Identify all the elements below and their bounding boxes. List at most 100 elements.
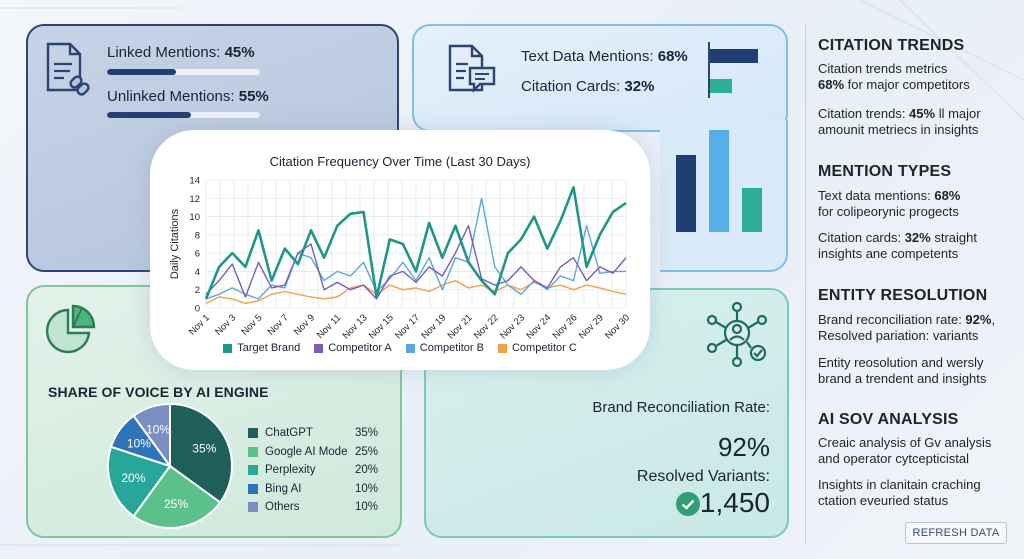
legend-swatch	[314, 343, 324, 353]
legend-label: Others	[265, 501, 300, 514]
x-tick-label: Nov 30	[603, 312, 632, 340]
pie-slice-label: 10%	[146, 422, 170, 436]
legend-item-competitor-b: Competitor B	[405, 342, 484, 354]
chat-document-icon	[448, 44, 496, 93]
y-tick-label: 6	[195, 249, 200, 260]
y-tick-label: 12	[189, 194, 200, 205]
share-of-voice-legend: ChatGPT 35% Google AI Mode 25% Perplexity 20%…	[248, 424, 378, 517]
entity-network-icon	[706, 301, 768, 368]
legend-label: Perplexity	[265, 464, 316, 477]
pie-slice-label: 10%	[127, 436, 151, 450]
legend-value: 10%	[354, 501, 378, 514]
chart-title: Citation Frequency Over Time (Last 30 Da…	[269, 154, 531, 169]
y-tick-label: 4	[195, 267, 200, 278]
citation-trends-text-2: Citation trends: 45% ll major amounit me…	[818, 106, 981, 137]
resolved-variants-label: Resolved Variants:	[636, 468, 770, 485]
legend-swatch	[248, 483, 258, 494]
x-tick-label: Nov 19	[419, 312, 448, 340]
legend-label: ChatGPT	[265, 427, 313, 440]
pie-slice-perplexity	[106, 445, 172, 518]
x-tick-label: Nov 23	[498, 312, 527, 340]
pie-slice-label: 35%	[192, 442, 216, 456]
pie-legend-item-google-ai-mode: Google AI Mode 25%	[248, 443, 378, 462]
mention-types-text-2: Citation cards: 32% straight insights an…	[818, 230, 977, 261]
pie-slice-chatgpt	[169, 402, 233, 504]
citation-frequency-chart-panel: Citation Frequency Over Time (Last 30 Da…	[150, 130, 650, 370]
pie-slice-google-ai-mode	[132, 464, 222, 529]
x-tick-label: Nov 11	[315, 312, 344, 340]
linked-document-icon	[46, 42, 90, 96]
legend-swatch	[248, 428, 258, 439]
pie-legend-item-others: Others 10%	[248, 498, 378, 517]
legend-item-competitor-c: Competitor C	[497, 342, 577, 354]
legend-label: Competitor B	[419, 342, 484, 354]
y-tick-label: 0	[195, 304, 200, 315]
legend-swatch	[405, 343, 415, 353]
unlinked-mentions-value: 55%	[238, 88, 269, 105]
x-tick-label: Nov 13	[341, 312, 370, 340]
series-line-competitor-a	[205, 224, 627, 300]
legend-label: Google AI Mode	[265, 445, 348, 458]
pie-slice-label: 20%	[121, 471, 145, 485]
x-tick-label: Nov 29	[577, 312, 606, 340]
legend-label: Competitor A	[328, 342, 392, 354]
brand-reconciliation-label: Brand Reconciliation Rate:	[592, 399, 770, 416]
linked-mentions-value: 45%	[224, 44, 255, 61]
x-tick-label: Nov 7	[266, 312, 291, 337]
share-of-voice-title: SHARE OF VOICE BY AI ENGINE	[48, 384, 269, 400]
x-tick-label: Nov 15	[367, 312, 396, 340]
text-data-mentions-row: Text Data Mentions: 68%	[521, 48, 688, 65]
text-data-mentions-label: Text Data Mentions:	[521, 48, 654, 65]
pie-legend-item-chatgpt: ChatGPT 35%	[248, 424, 378, 443]
vertical-bar-3	[742, 188, 762, 232]
entity-resolution-title: ENTITY RESOLUTION	[818, 287, 988, 304]
legend-label: Target Brand	[237, 342, 301, 354]
x-tick-label: Nov 3	[213, 312, 238, 337]
x-tick-label: Nov 17	[393, 312, 422, 340]
y-tick-label: 8	[195, 230, 200, 241]
x-tick-label: Nov 24	[524, 312, 553, 340]
pie-legend-item-perplexity: Perplexity 20%	[248, 461, 378, 480]
brand-reconciliation-value: 92%	[717, 432, 770, 462]
entity-resolution-text-1: Brand reconciliation rate: 92%, Resolved…	[818, 312, 996, 343]
series-line-target-brand	[204, 185, 627, 300]
text-data-mentions-value: 68%	[657, 48, 688, 65]
citation-cards-bar	[710, 79, 732, 93]
citation-trends-title: CITATION TRENDS	[818, 37, 965, 54]
unlinked-mentions-bar-fill	[107, 112, 192, 118]
linked-mentions-bar-fill	[107, 69, 176, 75]
unlinked-mentions-label: Unlinked Mentions:	[107, 88, 235, 105]
refresh-data-button[interactable]: REFRESH DATA	[905, 522, 1007, 544]
citation-cards-value: 32%	[624, 78, 655, 95]
share-of-voice-pie-chart: 35% 25% 20% 10%10%	[106, 402, 233, 529]
y-tick-label: 2	[195, 285, 200, 296]
text-data-mentions-bar	[710, 49, 758, 63]
entity-resolution-text-2: Entity reosolution and wersly brand a tr…	[818, 355, 987, 386]
check-circle-icon	[676, 492, 700, 516]
vertical-bar-2	[709, 130, 729, 232]
legend-swatch	[248, 465, 258, 476]
citation-cards-label: Citation Cards:	[521, 78, 621, 95]
bar-axis-line	[708, 42, 710, 98]
x-tick-label: Nov 21	[446, 312, 475, 340]
legend-swatch	[248, 502, 258, 513]
citation-trends-text-1: Citation trends metrics 68% for major co…	[818, 61, 970, 92]
y-tick-label: 14	[189, 176, 200, 187]
legend-swatch	[223, 343, 233, 353]
y-tick-label: 10	[189, 212, 200, 223]
ai-sov-analysis-text-1: Creaic analysis of Gv analysis and opera…	[818, 435, 992, 466]
series-line-competitor-b	[205, 197, 626, 300]
pie-slice-label: 25%	[164, 497, 188, 511]
x-tick-label: Nov 22	[472, 312, 501, 340]
resolved-variants-value: 1,450	[699, 487, 770, 518]
legend-value: 10%	[354, 482, 378, 495]
mention-types-text-1: Text data mentions: 68% for colipeorynic…	[818, 188, 961, 219]
ai-sov-analysis-title: AI SOV ANALYSIS	[818, 411, 959, 428]
legend-value: 20%	[354, 464, 378, 477]
x-tick-label: Nov 1	[187, 312, 212, 337]
pie-slice-others	[132, 402, 171, 470]
legend-item-competitor-a: Competitor A	[314, 342, 392, 354]
x-tick-label: Nov 26	[551, 312, 580, 340]
